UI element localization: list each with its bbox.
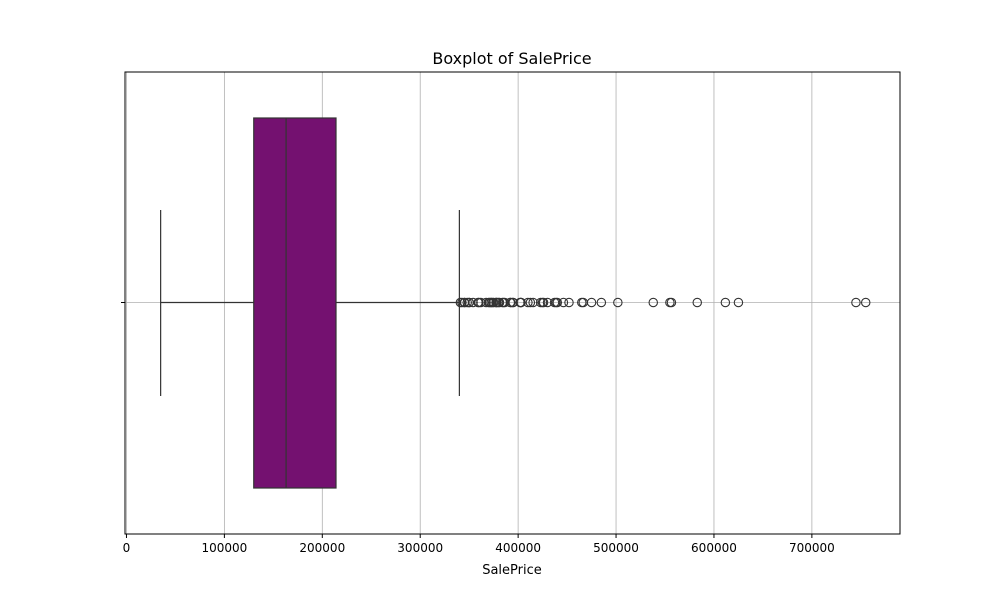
outlier-point bbox=[525, 297, 536, 308]
outlier-point bbox=[564, 297, 574, 308]
outlier-point bbox=[508, 297, 518, 308]
x-tick-label: 700000 bbox=[789, 541, 835, 555]
outlier-point bbox=[733, 297, 744, 308]
outlier-point bbox=[481, 297, 491, 308]
chart-title: Boxplot of SalePrice bbox=[432, 49, 591, 68]
x-tick-label: 500000 bbox=[593, 541, 639, 555]
x-tick-label: 0 bbox=[123, 541, 131, 555]
outlier-point bbox=[586, 297, 597, 308]
outlier-point bbox=[648, 297, 659, 308]
outlier-point bbox=[860, 297, 871, 308]
x-tick-label: 600000 bbox=[691, 541, 737, 555]
outlier-point bbox=[596, 297, 607, 308]
outlier-point bbox=[494, 297, 505, 308]
outlier-point bbox=[523, 297, 533, 308]
outliers bbox=[455, 297, 871, 308]
box-group bbox=[160, 117, 460, 489]
x-tick-label: 300000 bbox=[397, 541, 443, 555]
outlier-point bbox=[528, 297, 538, 308]
outlier-point bbox=[851, 297, 861, 308]
x-tick-label: 200000 bbox=[299, 541, 345, 555]
outlier-point bbox=[457, 297, 467, 308]
outlier-point bbox=[720, 297, 731, 308]
outlier-point bbox=[558, 297, 569, 308]
outlier-point bbox=[516, 297, 526, 308]
interquartile-box bbox=[253, 117, 337, 489]
outlier-point bbox=[468, 297, 478, 308]
outlier-point bbox=[613, 297, 623, 308]
x-tick-label: 400000 bbox=[495, 541, 541, 555]
outlier-point bbox=[552, 297, 563, 308]
outlier-point bbox=[666, 297, 677, 308]
x-tick-label: 100000 bbox=[201, 541, 247, 555]
outlier-point bbox=[692, 297, 702, 308]
x-axis-label: SalePrice bbox=[482, 563, 542, 578]
x-axis-ticks: 0 100000 200000 300000 400000 500000 600000 700… bbox=[123, 534, 835, 555]
outlier-point bbox=[538, 297, 549, 308]
